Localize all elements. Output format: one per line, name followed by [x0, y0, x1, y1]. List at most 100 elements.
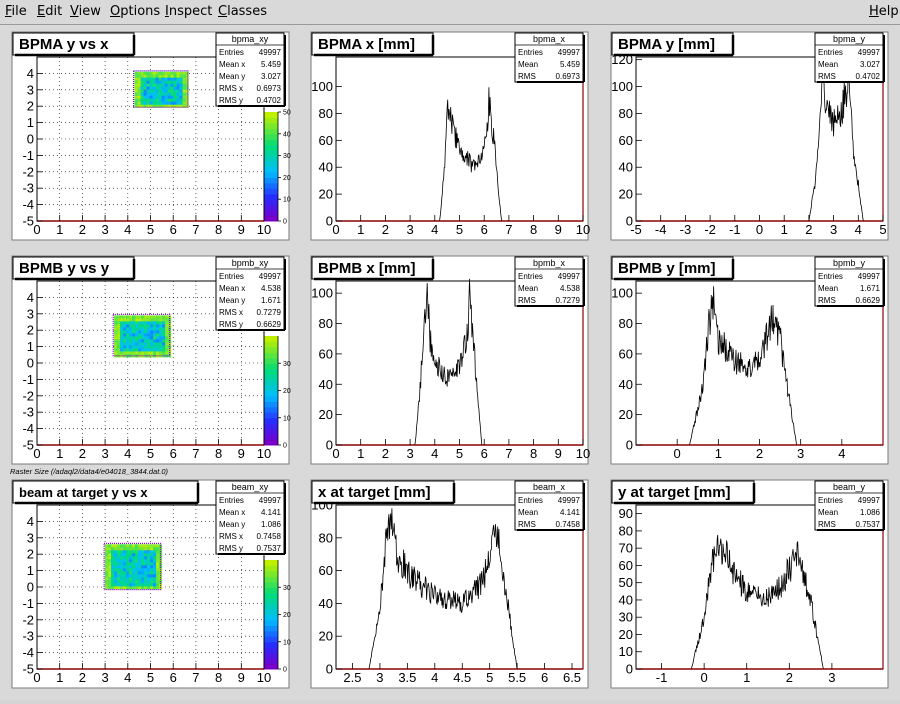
x-tick-label: 6	[170, 222, 177, 237]
stats-value: 49997	[558, 48, 581, 57]
heatmap-cell	[152, 95, 156, 99]
y-tick-label: 40	[619, 160, 633, 175]
menu-inspect[interactable]: Inspect	[165, 4, 212, 19]
plots-svg[interactable]: Raster Size (/adaql2/data4/e04018_3844.d…	[0, 25, 900, 700]
x-tick-label: 1	[56, 222, 63, 237]
heatmap-cell	[149, 89, 153, 93]
heatmap-cell	[146, 83, 150, 87]
heatmap-cell	[150, 586, 154, 590]
y-tick-label: -3	[22, 629, 34, 644]
x-tick-label: 6	[170, 446, 177, 461]
y-tick-label: 80	[319, 530, 333, 545]
heatmap-cell	[170, 95, 174, 99]
heatmap-cell	[153, 336, 157, 340]
x-tick-label: 5	[486, 670, 493, 685]
heatmap-cell	[117, 553, 121, 557]
stats-value: 0.7279	[257, 308, 282, 317]
stats-value: 0.7537	[257, 544, 282, 553]
heatmap-cell	[117, 556, 121, 560]
heatmap-cell	[120, 315, 124, 319]
x-tick-label: -1	[656, 670, 668, 685]
heatmap-cell	[129, 571, 133, 575]
heatmap-cell	[129, 568, 133, 572]
x-tick-label: 10	[257, 222, 271, 237]
heatmap-cell	[165, 321, 169, 325]
palette-swatch	[264, 199, 278, 206]
x-tick-label: 2.5	[343, 670, 361, 685]
heatmap-cell	[150, 577, 154, 581]
root-canvas[interactable]: Raster Size (/adaql2/data4/e04018_3844.d…	[0, 25, 900, 700]
heatmap-cell	[165, 333, 169, 337]
heatmap-cell	[138, 315, 142, 319]
palette-swatch	[264, 166, 278, 173]
stats-name: bpma_x	[533, 34, 566, 44]
heatmap-cell	[156, 568, 160, 572]
palette-swatch	[264, 663, 278, 670]
heatmap-cell	[182, 89, 186, 93]
x-tick-label: 0	[332, 222, 339, 237]
menu-help[interactable]: Help	[869, 4, 899, 19]
heatmap-cell	[117, 327, 121, 331]
heatmap-cell	[182, 104, 186, 108]
stats-value: 0.7537	[856, 520, 881, 529]
heatmap-cell	[185, 95, 189, 99]
stats-name: beam_x	[533, 482, 566, 492]
heatmap-cell	[150, 580, 154, 584]
heatmap-cell	[114, 577, 118, 581]
stats-label: Entries	[818, 48, 843, 57]
x-tick-label: 3	[830, 222, 837, 237]
heatmap-cell	[156, 550, 160, 554]
heatmap-cell	[126, 345, 130, 349]
menu-file[interactable]: File	[5, 4, 27, 19]
heatmap-cell	[150, 583, 154, 587]
heatmap-cell	[150, 330, 154, 334]
heatmap-cell	[117, 324, 121, 328]
heatmap-cell	[132, 586, 136, 590]
y-tick-label: -5	[22, 662, 34, 677]
heatmap-cell	[132, 351, 136, 355]
heatmap-cell	[182, 101, 186, 105]
heatmap-cell	[179, 92, 183, 96]
heatmap-cell	[141, 345, 145, 349]
heatmap-cell	[146, 104, 150, 108]
heatmap-cell	[153, 348, 157, 352]
heatmap-cell	[120, 550, 124, 554]
heatmap-cell	[144, 315, 148, 319]
stats-label: Mean y	[219, 72, 245, 81]
menu-view[interactable]: View	[70, 4, 101, 19]
heatmap-cell	[129, 342, 133, 346]
menu-classes[interactable]: Classes	[218, 4, 267, 19]
heatmap-cell	[135, 327, 139, 331]
heatmap-cell	[117, 574, 121, 578]
heatmap-cell	[137, 89, 141, 93]
heatmap-cell	[155, 77, 159, 81]
menu-options[interactable]: Options	[110, 4, 160, 19]
heatmap-cell	[114, 568, 118, 572]
heatmap-cell	[120, 559, 124, 563]
heatmap-cell	[108, 544, 112, 548]
x-tick-label: 7	[192, 222, 199, 237]
heatmap-cell	[153, 544, 157, 548]
x-tick-label: 4	[431, 670, 438, 685]
heatmap-cell	[105, 577, 109, 581]
stats-value: 49997	[259, 272, 282, 281]
palette-swatch	[264, 581, 278, 588]
y-tick-label: 100	[311, 79, 333, 94]
heatmap-cell	[141, 568, 145, 572]
heatmap-cell	[159, 571, 163, 575]
palette-swatch	[264, 576, 278, 583]
palette-swatch	[264, 636, 278, 643]
y-tick-label: 60	[319, 346, 333, 361]
menu-edit[interactable]: Edit	[37, 4, 62, 19]
heatmap-cell	[132, 339, 136, 343]
heatmap-cell	[176, 80, 180, 84]
